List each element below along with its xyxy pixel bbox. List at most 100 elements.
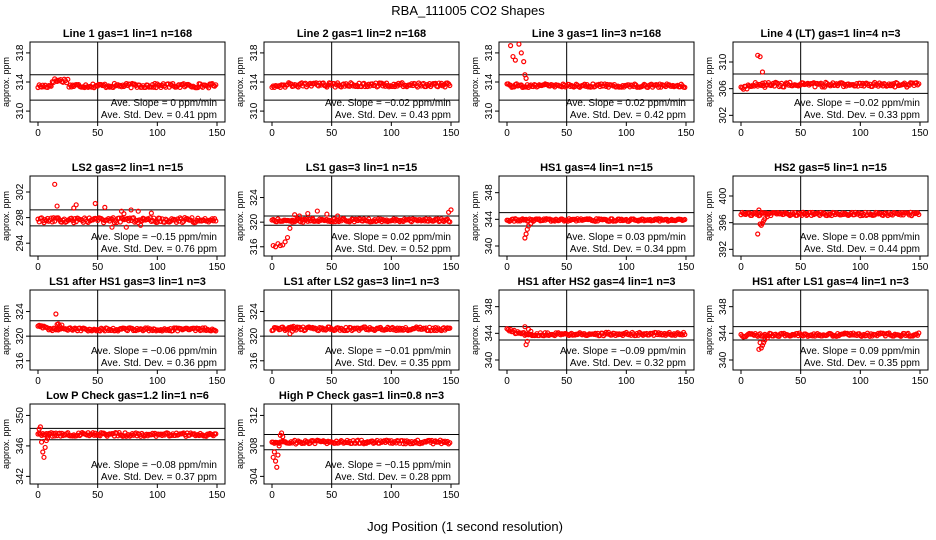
data-point (516, 41, 522, 47)
x-tick-label: 0 (738, 376, 744, 387)
std-dev-annotation: Ave. Std. Dev. = 0.52 ppm (335, 244, 451, 255)
data-point (270, 454, 276, 460)
data-point (52, 433, 58, 439)
y-tick-label: 344 (718, 325, 729, 342)
data-points (738, 330, 922, 352)
x-tick-label: 50 (561, 262, 573, 273)
x-tick-label: 50 (795, 262, 807, 273)
x-tick-label: 100 (383, 376, 400, 387)
data-point (56, 430, 63, 436)
data-point (522, 324, 528, 330)
data-point (213, 218, 219, 224)
data-point (42, 444, 48, 451)
plot-frame (263, 289, 460, 371)
panel-title: LS1 after HS1 gas=3 lin=1 n=3 (49, 276, 206, 288)
data-points (35, 424, 219, 460)
data-points (35, 181, 219, 230)
x-tick-label: 0 (35, 376, 41, 387)
x-tick-label: 100 (149, 262, 166, 273)
data-point (524, 338, 530, 344)
data-point (56, 323, 63, 329)
data-point (275, 452, 281, 458)
data-point (383, 437, 390, 443)
slope-annotation: Ave. Slope = −0.15 ppm/min (91, 232, 217, 243)
x-tick-label: 50 (92, 262, 104, 273)
data-point (148, 210, 154, 216)
data-point (309, 215, 316, 222)
data-points (269, 430, 453, 470)
x-tick-label: 100 (383, 262, 400, 273)
std-dev-annotation: Ave. Std. Dev. = 0.36 ppm (101, 358, 217, 369)
x-tick-label: 0 (738, 262, 744, 273)
plot-frame (498, 289, 695, 371)
data-point (826, 212, 832, 218)
data-point (319, 217, 325, 223)
x-tick-label: 150 (678, 376, 695, 387)
data-point (38, 439, 45, 445)
x-tick-label: 100 (149, 376, 166, 387)
plot-frame (498, 175, 695, 257)
data-point (447, 325, 453, 331)
data-point (682, 216, 688, 223)
data-point (400, 441, 406, 447)
x-tick-label: 100 (383, 490, 400, 501)
data-point (295, 84, 301, 90)
y-tick-label: 310 (15, 102, 26, 119)
data-point (59, 322, 65, 328)
panel-10: LS1 after LS2 gas=3 lin=1 n=3 0 50 100 150 31… (235, 276, 460, 387)
data-point (41, 454, 47, 460)
panel-title: Line 2 gas=1 lin=2 n=168 (297, 28, 426, 40)
data-point (329, 218, 335, 224)
x-tick-label: 0 (504, 262, 510, 273)
y-tick-label: 320 (249, 213, 260, 230)
data-point (284, 234, 291, 241)
data-point (90, 430, 96, 436)
x-tick-label: 50 (92, 490, 104, 501)
y-tick-label: 350 (15, 407, 26, 424)
data-point (592, 218, 598, 224)
y-tick-label: 314 (15, 73, 26, 90)
data-point (49, 433, 55, 439)
std-dev-annotation: Ave. Std. Dev. = 0.34 ppm (570, 244, 686, 255)
x-tick-label: 50 (326, 128, 338, 139)
y-tick-label: 318 (249, 44, 260, 61)
plot-frame (732, 41, 929, 123)
panel-title: Low P Check gas=1.2 lin=1 n=6 (46, 390, 209, 402)
y-tick-label: 348 (718, 298, 729, 315)
x-tick-label: 50 (326, 262, 338, 273)
data-point (52, 181, 58, 187)
slope-annotation: Ave. Slope = −0.02 ppm/min (794, 98, 920, 109)
figure-x-axis-label: Jog Position (1 second resolution) (367, 519, 563, 534)
data-point (447, 82, 453, 89)
data-point (335, 213, 341, 219)
y-axis-label: approx. ppm (1, 305, 11, 355)
x-tick-label: 100 (149, 490, 166, 501)
x-tick-label: 100 (852, 262, 869, 273)
data-point (312, 440, 318, 447)
y-tick-label: 310 (718, 53, 729, 70)
data-point (512, 57, 518, 63)
data-points (269, 80, 453, 91)
data-point (48, 83, 54, 89)
panel-12: HS1 after LS1 gas=4 lin=1 n=3 0 50 100 150 34… (704, 276, 929, 387)
y-tick-label: 310 (249, 102, 260, 119)
y-axis-label: approx. ppm (1, 57, 11, 107)
panel-title: Line 3 gas=1 lin=3 n=168 (532, 28, 661, 40)
x-tick-label: 150 (678, 128, 695, 139)
data-points (738, 52, 922, 92)
data-point (530, 218, 536, 224)
y-tick-label: 294 (15, 234, 26, 251)
data-point (289, 328, 295, 334)
data-point (507, 43, 514, 49)
x-tick-label: 0 (35, 262, 41, 273)
y-tick-label: 312 (249, 407, 260, 424)
data-point (296, 213, 303, 219)
data-point (276, 443, 282, 449)
plot-frame (29, 175, 226, 257)
std-dev-annotation: Ave. Std. Dev. = 0.42 ppm (570, 110, 686, 121)
data-point (92, 200, 98, 207)
panel-title: LS1 gas=3 lin=1 n=15 (306, 162, 418, 174)
x-tick-label: 100 (149, 128, 166, 139)
data-point (50, 430, 57, 436)
data-point (781, 84, 787, 90)
